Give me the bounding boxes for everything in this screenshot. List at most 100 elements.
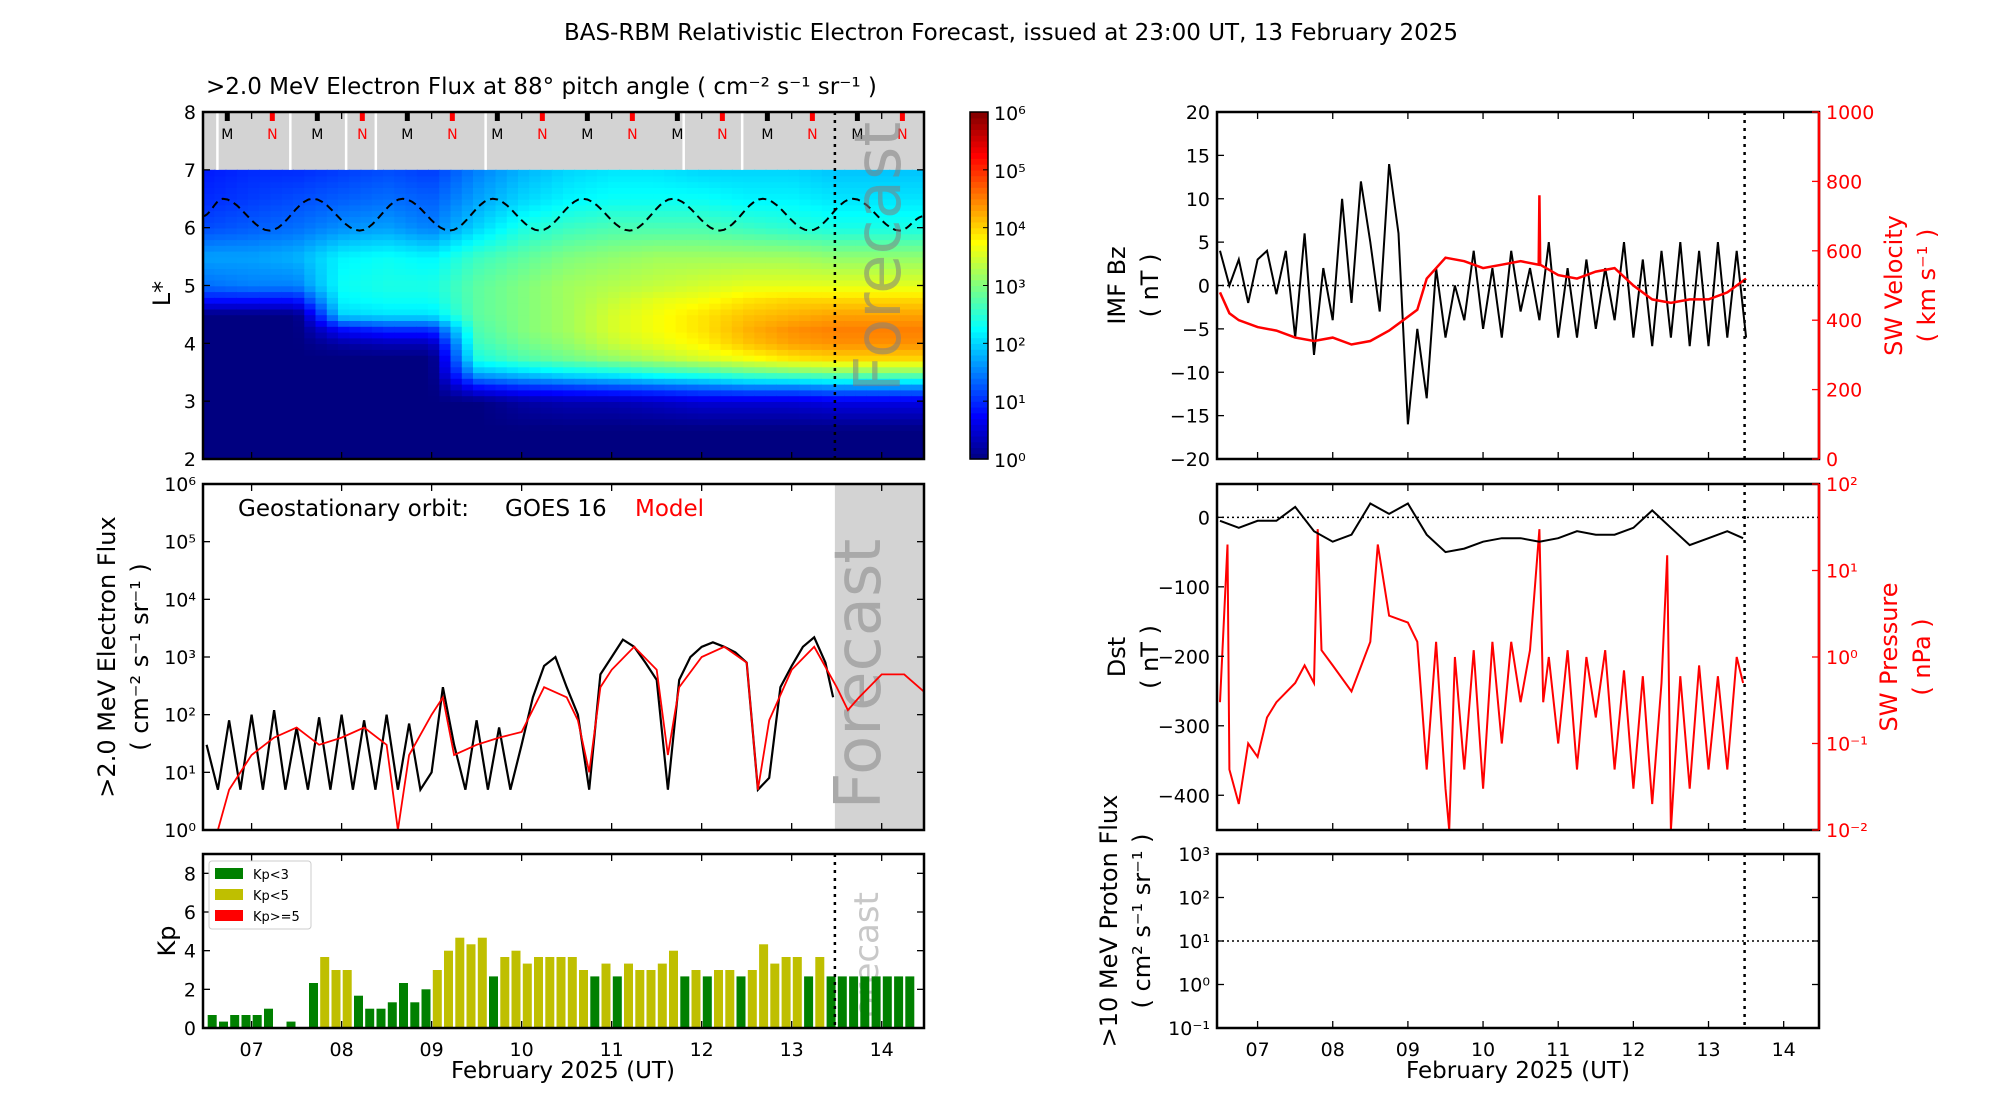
heatmap-cell [236, 314, 249, 321]
heatmap-cell [270, 262, 283, 269]
heatmap-cell [360, 441, 373, 449]
heatmap-cell [675, 430, 688, 437]
y-tick-label: 10² [164, 705, 196, 727]
heatmap-cell [709, 401, 722, 408]
heatmap-cell [653, 291, 666, 298]
heatmap-cell [641, 245, 654, 252]
heatmap-cell [236, 435, 249, 443]
heatmap-cell [563, 343, 576, 350]
heatmap-cell [551, 175, 564, 183]
heatmap-cell [855, 210, 868, 217]
heatmap-cell [889, 187, 902, 194]
heatmap-cell [866, 273, 879, 281]
heatmap-cell [878, 349, 891, 356]
heatmap-cell [664, 181, 677, 188]
heatmap-cell [900, 395, 913, 402]
heatmap-cell [371, 308, 384, 316]
heatmap-cell [855, 435, 868, 443]
heatmap-cell [439, 447, 452, 454]
heatmap-cell [473, 447, 486, 454]
heatmap-cell [315, 204, 328, 212]
heatmap-cell [720, 349, 733, 356]
heatmap-cell [506, 331, 519, 339]
heatmap-cell [495, 349, 508, 356]
heatmap-cell [203, 233, 216, 241]
heatmap-cell [664, 349, 677, 356]
heatmap-cell [686, 302, 699, 310]
heatmap-cell [551, 256, 564, 264]
heatmap-cell [338, 175, 351, 183]
heatmap-cell [844, 193, 857, 200]
y-tick-label: 0 [184, 1018, 196, 1040]
heatmap-cell [653, 302, 666, 310]
colorbar-segment [970, 221, 988, 229]
heatmap-cell [461, 233, 474, 241]
heatmap-cell [641, 187, 654, 194]
heatmap-cell [270, 430, 283, 437]
heatmap-cell [225, 175, 238, 183]
heatmap-cell [765, 326, 778, 333]
kp-bar [421, 989, 431, 1028]
heatmap-cell [596, 447, 609, 454]
heatmap-cell [506, 221, 519, 229]
heatmap-cell [765, 308, 778, 316]
heatmap-cell [461, 291, 474, 298]
heatmap-cell [574, 245, 587, 252]
heatmap-cell [304, 406, 317, 414]
heatmap-cell [383, 354, 396, 362]
heatmap-cell [236, 326, 249, 333]
heatmap-cell [394, 349, 407, 356]
heatmap-cell [529, 262, 542, 269]
heatmap-cell [248, 378, 261, 385]
heatmap-cell [360, 216, 373, 223]
heatmap-cell [270, 395, 283, 402]
heatmap-cell [529, 343, 542, 350]
heatmap-cell [664, 302, 677, 310]
heatmap-cell [540, 401, 553, 408]
heatmap-cell [653, 273, 666, 281]
heatmap-cell [405, 447, 418, 454]
heatmap-cell [259, 372, 272, 379]
heatmap-cell [315, 297, 328, 304]
heatmap-cell [416, 314, 429, 321]
heatmap-cell [911, 453, 924, 459]
heatmap-cell [878, 331, 891, 339]
heatmap-cell [326, 291, 339, 298]
heatmap-cell [788, 366, 801, 374]
heatmap-cell [203, 389, 216, 397]
heatmap-cell [776, 383, 789, 391]
heatmap-cell [349, 447, 362, 454]
heatmap-cell [821, 435, 834, 443]
heatmap-cell [563, 245, 576, 252]
heatmap-cell [214, 372, 227, 379]
heatmap-cell [563, 308, 576, 316]
heatmap-cell [799, 337, 812, 345]
heatmap-cell [608, 227, 621, 235]
heatmap-cell [596, 245, 609, 252]
heatmap-cell [450, 389, 463, 397]
heatmap-cell [214, 331, 227, 339]
heatmap-cell [698, 256, 711, 264]
heatmap-cell [675, 308, 688, 316]
heatmap-cell [506, 395, 519, 402]
heatmap-cell [360, 435, 373, 443]
heatmap-cell [878, 273, 891, 281]
heatmap-cell [439, 430, 452, 437]
heatmap-cell [518, 372, 531, 379]
heatmap-cell [506, 366, 519, 374]
heatmap-cell [349, 401, 362, 408]
heatmap-cell [833, 239, 846, 246]
heatmap-cell [698, 175, 711, 183]
heatmap-cell [855, 412, 868, 420]
heatmap-cell [855, 337, 868, 345]
heatmap-cell [360, 302, 373, 310]
heatmap-cell [540, 378, 553, 385]
heatmap-cell [360, 395, 373, 402]
heatmap-cell [360, 378, 373, 385]
heatmap-cell [911, 441, 924, 449]
heatmap-cell [709, 308, 722, 316]
heatmap-cell [540, 262, 553, 269]
heatmap-cell [878, 227, 891, 235]
heatmap-cell [743, 418, 756, 426]
heatmap-cell [776, 406, 789, 414]
